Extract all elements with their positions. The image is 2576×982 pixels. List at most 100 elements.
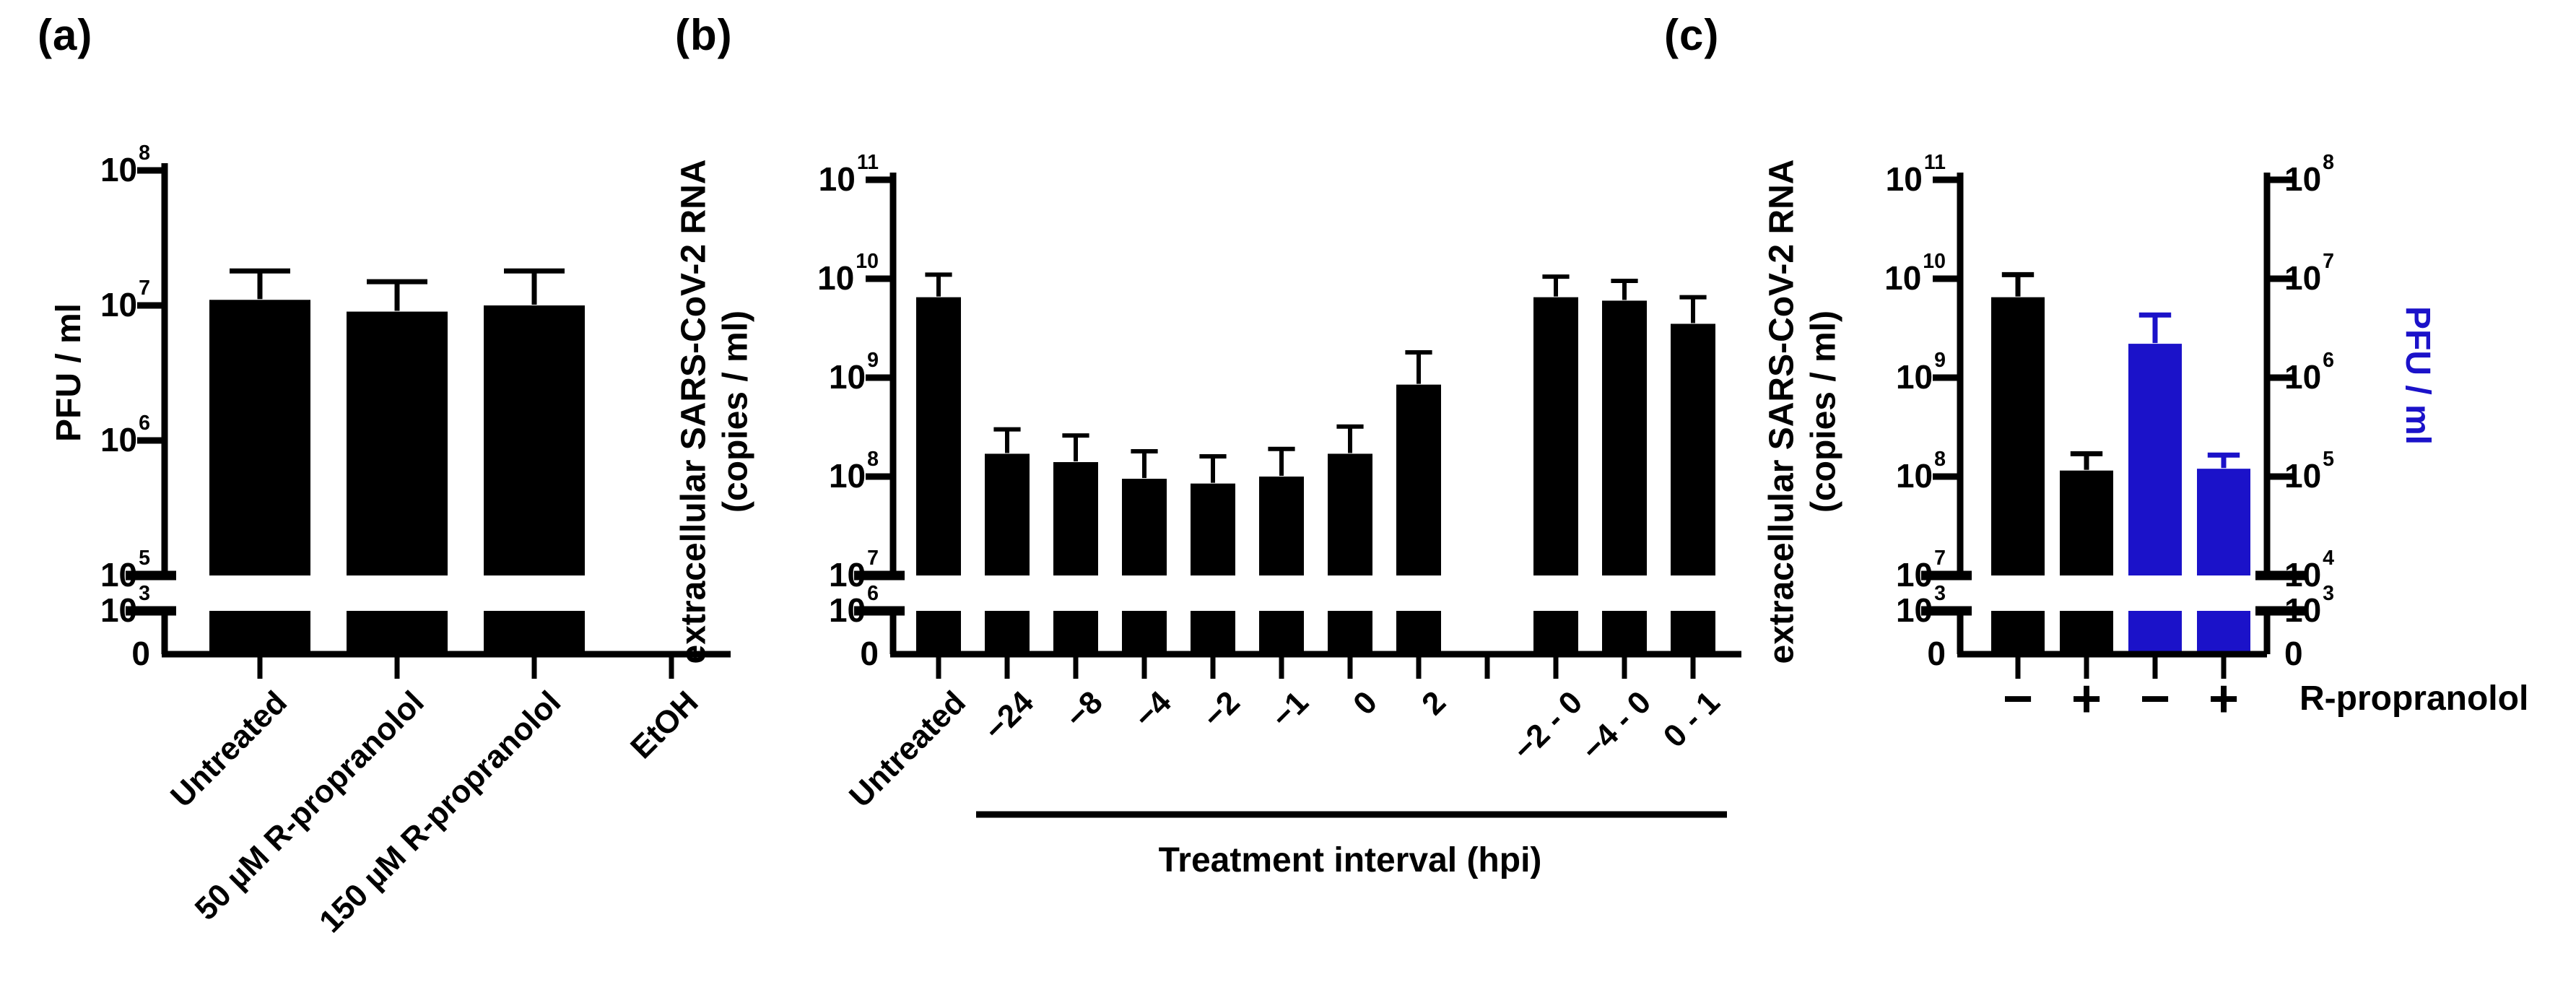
y-tick-label: 103 bbox=[100, 581, 150, 630]
y-tick-label: 105 bbox=[100, 546, 150, 594]
bar bbox=[1533, 297, 1578, 575]
y-tick-label: 105 bbox=[2284, 447, 2335, 495]
y-tick-exponent: 6 bbox=[867, 581, 879, 605]
bar bbox=[1191, 483, 1235, 575]
bar bbox=[1259, 477, 1304, 575]
y-tick-exponent: 9 bbox=[867, 348, 879, 372]
y-tick-exponent: 11 bbox=[856, 150, 879, 174]
y-tick-label: 106 bbox=[2284, 348, 2335, 396]
y-tick-label: 109 bbox=[1895, 348, 1946, 396]
bar-break-stub bbox=[1533, 611, 1578, 654]
bar-break-stub bbox=[1053, 611, 1098, 654]
y-tick-label: 1011 bbox=[1885, 150, 1946, 199]
y-tick-exponent: 4 bbox=[2323, 546, 2335, 570]
y-tick-label: 104 bbox=[2284, 546, 2335, 594]
y-tick-exponent: 8 bbox=[2323, 150, 2335, 174]
bar bbox=[1602, 300, 1647, 575]
bar bbox=[2060, 470, 2113, 575]
bar-break-stub bbox=[985, 611, 1030, 654]
x-category-label: − bbox=[2002, 670, 2034, 728]
bar-break-stub bbox=[209, 611, 310, 654]
bar bbox=[1122, 479, 1167, 575]
y-tick-exponent: 3 bbox=[1934, 581, 1946, 605]
panel-b-x-axis-title: Treatment interval (hpi) bbox=[1158, 841, 1542, 880]
y-tick-label: 106 bbox=[100, 411, 150, 459]
bar bbox=[2197, 469, 2250, 575]
y-tick-label: 109 bbox=[828, 348, 879, 396]
bar bbox=[1328, 453, 1372, 575]
y-tick-label: 0 bbox=[2284, 635, 2303, 673]
y-tick-exponent: 8 bbox=[867, 447, 879, 471]
y-tick-exponent: 5 bbox=[2323, 447, 2335, 471]
y-tick-exponent: 8 bbox=[1934, 447, 1946, 471]
y-tick-exponent: 7 bbox=[1934, 546, 1946, 570]
bar bbox=[209, 300, 310, 575]
y-tick-label: 107 bbox=[100, 276, 150, 324]
x-category-label: − bbox=[2139, 670, 2171, 728]
y-tick-label: 108 bbox=[2284, 150, 2335, 199]
panel-c-y-axis-title: extracellular SARS-CoV-2 RNA (copies / m… bbox=[1762, 159, 1842, 664]
bar-break-stub bbox=[1671, 611, 1715, 654]
y-tick-label: 0 bbox=[131, 635, 150, 673]
y-tick-exponent: 3 bbox=[139, 581, 150, 605]
bar-break-stub bbox=[1991, 611, 2045, 654]
y-tick-exponent: 10 bbox=[1923, 249, 1946, 273]
y-tick-label: 1010 bbox=[1884, 249, 1946, 297]
x-category-label: + bbox=[2071, 670, 2102, 728]
bar bbox=[916, 297, 961, 575]
y-tick-label: 108 bbox=[1895, 447, 1946, 495]
y-tick-exponent: 7 bbox=[139, 276, 150, 300]
panel-c-x-axis-right-label: R-propranolol bbox=[2299, 679, 2529, 718]
y-tick-label: 107 bbox=[1895, 546, 1946, 594]
y-tick-exponent: 7 bbox=[2323, 249, 2335, 273]
bar-break-stub bbox=[1191, 611, 1235, 654]
y-tick-label: 107 bbox=[828, 546, 879, 594]
y-tick-label: 1010 bbox=[817, 249, 879, 297]
bar bbox=[1053, 461, 1098, 575]
bar-break-stub bbox=[1259, 611, 1304, 654]
y-tick-label: 0 bbox=[1927, 635, 1946, 673]
panel-a-y-axis-title: PFU / ml bbox=[50, 303, 89, 443]
bar-break-stub bbox=[1396, 611, 1441, 654]
bar-break-stub bbox=[1602, 611, 1647, 654]
y-tick-exponent: 8 bbox=[139, 141, 150, 165]
y-tick-exponent: 6 bbox=[139, 411, 150, 435]
panel-c-right-y-axis-title: PFU / ml bbox=[2398, 305, 2437, 446]
panel-b-letter: (b) bbox=[675, 11, 733, 59]
bar-break-stub bbox=[347, 611, 448, 654]
bar-break-stub bbox=[1328, 611, 1372, 654]
bar-break-stub bbox=[2197, 611, 2250, 654]
y-tick-exponent: 7 bbox=[867, 546, 879, 570]
y-tick-label: 108 bbox=[828, 447, 879, 495]
y-tick-exponent: 9 bbox=[1934, 348, 1946, 372]
bar bbox=[484, 305, 585, 575]
y-tick-label: 103 bbox=[1895, 581, 1946, 630]
x-category-label: + bbox=[2208, 670, 2240, 728]
y-tick-label: 107 bbox=[2284, 249, 2335, 297]
y-tick-exponent: 3 bbox=[2323, 581, 2335, 605]
bar-break-stub bbox=[916, 611, 961, 654]
y-tick-label: 103 bbox=[2284, 581, 2335, 630]
bar-break-stub bbox=[484, 611, 585, 654]
y-tick-exponent: 10 bbox=[856, 249, 879, 273]
bar bbox=[985, 453, 1030, 575]
bar-break-stub bbox=[2128, 611, 2182, 654]
panel-b-y-axis-title: extracellular SARS-CoV-2 RNA (copies / m… bbox=[674, 159, 754, 664]
bar bbox=[1396, 384, 1441, 575]
bar bbox=[1671, 323, 1715, 575]
bar bbox=[347, 311, 448, 575]
y-tick-label: 106 bbox=[828, 581, 879, 630]
y-tick-label: 0 bbox=[860, 635, 879, 673]
bar bbox=[1991, 297, 2045, 575]
bar-break-stub bbox=[1122, 611, 1167, 654]
y-tick-exponent: 11 bbox=[1923, 150, 1946, 174]
y-tick-label: 108 bbox=[100, 141, 150, 189]
panel-a-letter: (a) bbox=[38, 11, 93, 59]
panel-c-letter: (c) bbox=[1664, 11, 1720, 59]
y-tick-label: 1011 bbox=[818, 150, 879, 199]
y-tick-exponent: 6 bbox=[2323, 348, 2335, 372]
bar bbox=[2128, 344, 2182, 575]
y-tick-exponent: 5 bbox=[139, 546, 150, 570]
